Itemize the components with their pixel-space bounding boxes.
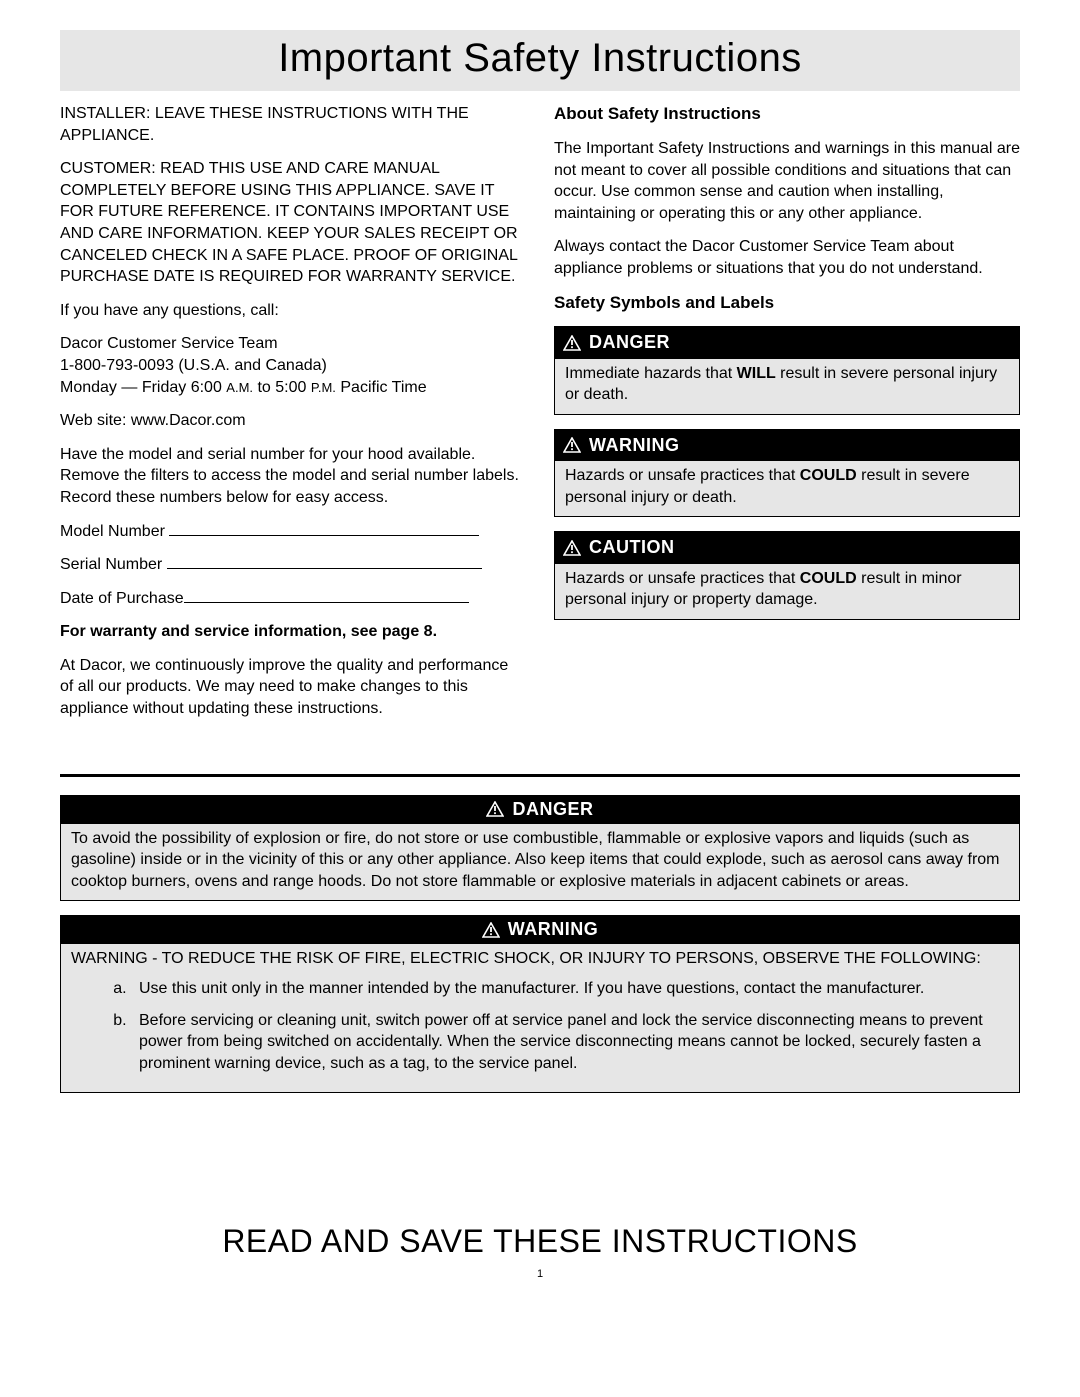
- warning-label: WARNING: [589, 433, 680, 457]
- divider-rule: [60, 774, 1020, 777]
- symbols-heading: Safety Symbols and Labels: [554, 292, 1020, 315]
- caution-header: CAUTION: [555, 532, 1019, 563]
- alert-triangle-icon: [563, 335, 581, 351]
- date-fill: [184, 602, 469, 603]
- danger-body-pre: Immediate hazards that: [565, 365, 737, 382]
- full-danger-header: DANGER: [61, 796, 1019, 824]
- warning-box: WARNING Hazards or unsafe practices that…: [554, 429, 1020, 517]
- alert-triangle-icon: [563, 540, 581, 556]
- model-serial-info: Have the model and serial number for you…: [60, 444, 526, 509]
- danger-label: DANGER: [589, 330, 670, 354]
- model-label: Model Number: [60, 523, 169, 540]
- website-line: Web site: www.Dacor.com: [60, 410, 526, 432]
- page-title: Important Safety Instructions: [60, 30, 1020, 91]
- page-number: 1: [60, 1268, 1020, 1280]
- phone-number: 1-800-793-0093 (U.S.A. and Canada): [60, 357, 327, 374]
- full-warning-header: WARNING: [61, 916, 1019, 944]
- hours-pm: p.m.: [311, 380, 336, 395]
- warning-header: WARNING: [555, 430, 1019, 461]
- about-heading: About Safety Instructions: [554, 103, 1020, 126]
- full-warning-label: WARNING: [508, 919, 599, 940]
- hours-post: Pacific Time: [336, 379, 427, 396]
- serial-fill: [167, 568, 482, 569]
- full-warning-box: WARNING WARNING - TO REDUCE THE RISK OF …: [60, 915, 1020, 1093]
- model-fill: [169, 535, 479, 536]
- date-label: Date of Purchase: [60, 590, 184, 607]
- caution-box: CAUTION Hazards or unsafe practices that…: [554, 531, 1020, 619]
- hours-am: a.m.: [226, 380, 253, 395]
- warning-body-bold: COULD: [800, 467, 857, 484]
- customer-note: CUSTOMER: READ THIS USE AND CARE MANUAL …: [60, 158, 526, 288]
- about-p2: Always contact the Dacor Customer Servic…: [554, 236, 1020, 279]
- serial-label: Serial Number: [60, 556, 167, 573]
- alert-triangle-icon: [486, 801, 504, 817]
- warning-body-pre: Hazards or unsafe practices that: [565, 467, 800, 484]
- about-p1: The Important Safety Instructions and wa…: [554, 138, 1020, 224]
- danger-body-bold: WILL: [737, 365, 776, 382]
- full-danger-box: DANGER To avoid the possibility of explo…: [60, 795, 1020, 902]
- hours-pre: Monday — Friday 6:00: [60, 379, 226, 396]
- danger-header: DANGER: [555, 327, 1019, 358]
- warning-intro: WARNING - TO REDUCE THE RISK OF FIRE, EL…: [71, 948, 1009, 970]
- team-name: Dacor Customer Service Team: [60, 335, 278, 352]
- caution-body-pre: Hazards or unsafe practices that: [565, 570, 800, 587]
- full-danger-body: To avoid the possibility of explosion or…: [61, 824, 1019, 901]
- warning-item-a: Use this unit only in the manner intende…: [131, 978, 1009, 1000]
- alert-triangle-icon: [482, 922, 500, 938]
- left-column: INSTALLER: LEAVE THESE INSTRUCTIONS WITH…: [60, 103, 526, 732]
- alert-triangle-icon: [563, 437, 581, 453]
- installer-note: INSTALLER: LEAVE THESE INSTRUCTIONS WITH…: [60, 103, 526, 146]
- warning-item-b: Before servicing or cleaning unit, switc…: [131, 1010, 1009, 1075]
- right-column: About Safety Instructions The Important …: [554, 103, 1020, 732]
- hours-mid: to 5:00: [253, 379, 311, 396]
- footer-instruction: READ AND SAVE THESE INSTRUCTIONS: [60, 1223, 1020, 1260]
- warranty-line: For warranty and service information, se…: [60, 621, 526, 643]
- questions-line: If you have any questions, call:: [60, 300, 526, 322]
- caution-body-bold: COULD: [800, 570, 857, 587]
- full-danger-label: DANGER: [512, 799, 593, 820]
- caution-label: CAUTION: [589, 535, 675, 559]
- danger-box: DANGER Immediate hazards that WILL resul…: [554, 326, 1020, 414]
- improve-note: At Dacor, we continuously improve the qu…: [60, 655, 526, 720]
